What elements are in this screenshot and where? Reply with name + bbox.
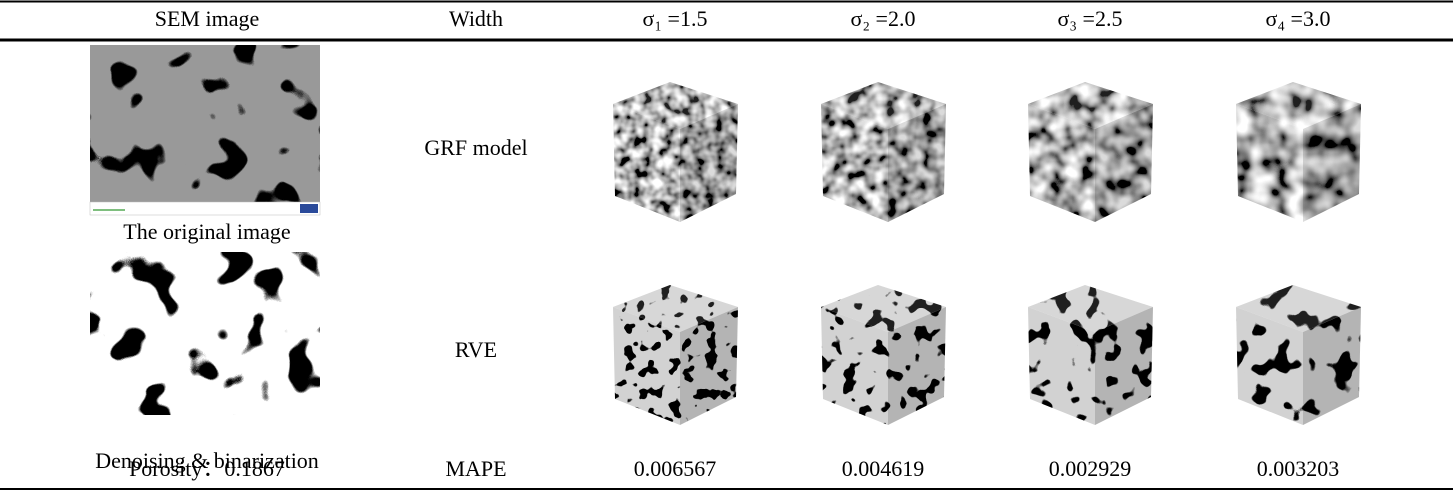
header-cell: σ₂ =2.0 bbox=[851, 6, 916, 31]
binary-pores bbox=[90, 252, 320, 415]
grf-cube bbox=[821, 82, 946, 222]
row-cell: 0.004619 bbox=[842, 456, 925, 481]
grf-cube bbox=[613, 82, 738, 222]
header-cell: Width bbox=[449, 6, 503, 31]
rve-cube bbox=[1028, 285, 1153, 425]
rve-cube bbox=[821, 285, 946, 425]
grf-cube bbox=[1236, 82, 1361, 222]
sem-pores bbox=[90, 45, 320, 202]
rve-cube bbox=[613, 285, 738, 425]
row-cell: The original image bbox=[123, 219, 290, 244]
header-cell: σ₃ =2.5 bbox=[1058, 6, 1123, 31]
row-cell: 0.002929 bbox=[1049, 456, 1132, 481]
row-cell: 0.003203 bbox=[1257, 456, 1340, 481]
row-cell: GRF model bbox=[424, 135, 527, 160]
sem-image bbox=[90, 45, 320, 215]
sem-logo bbox=[300, 204, 318, 213]
grf-cube bbox=[1028, 82, 1153, 222]
header-cell: SEM image bbox=[155, 6, 260, 31]
sem-info-bar bbox=[90, 202, 320, 215]
binary-image bbox=[90, 252, 320, 415]
row-cell: RVE bbox=[455, 337, 497, 362]
header: SEM image Width σ₁ =1.5 σ₂ =2.0 σ₃ =2.5 … bbox=[155, 6, 1331, 31]
header-cell: σ₄ =3.0 bbox=[1266, 6, 1331, 31]
rve-cube bbox=[1236, 285, 1361, 425]
header-cell: σ₁ =1.5 bbox=[643, 6, 708, 31]
row-cell: MAPE bbox=[445, 456, 506, 481]
row-cell: 0.006567 bbox=[634, 456, 717, 481]
table-figure: SEM image Width σ₁ =1.5 σ₂ =2.0 σ₃ =2.5 … bbox=[0, 0, 1453, 491]
row-cell: Porosity：0.1867 bbox=[129, 456, 285, 481]
